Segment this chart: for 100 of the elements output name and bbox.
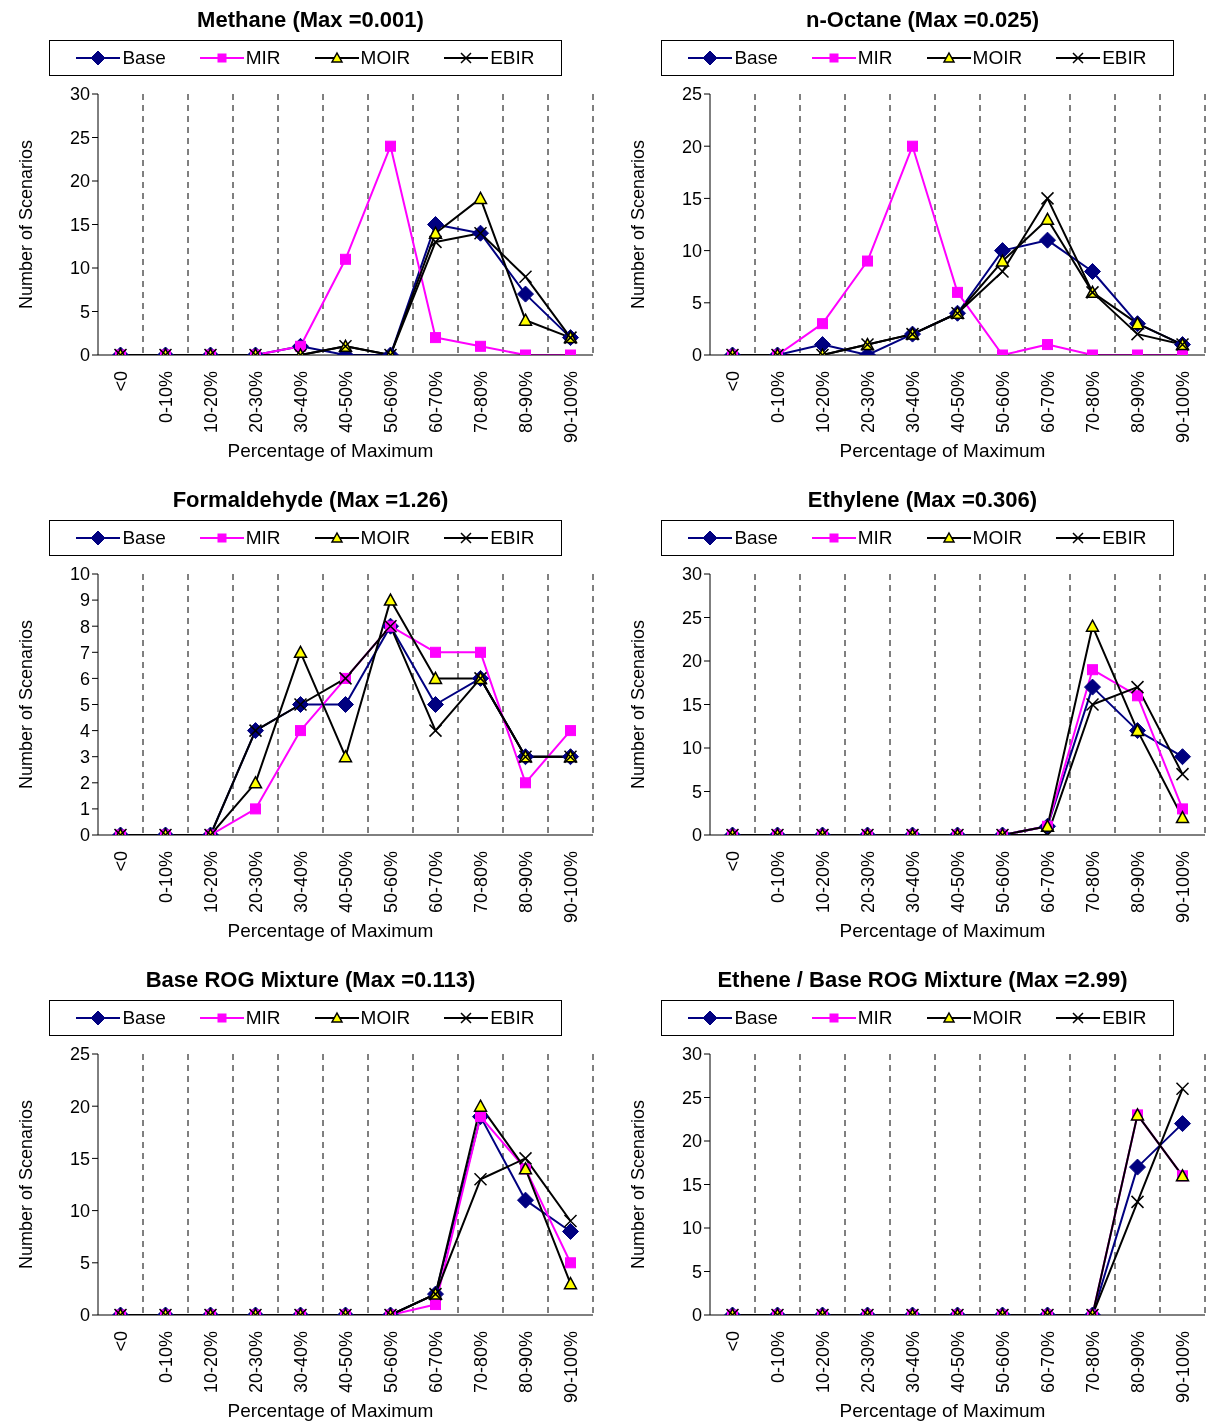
y-tick-label: 5 — [691, 781, 702, 802]
y-tick-label: 0 — [79, 345, 90, 366]
y-tick-label: 4 — [79, 720, 90, 741]
chart-title: Ethene / Base ROG Mixture (Max =2.99) — [716, 966, 1129, 994]
x-tick-label: 0-10% — [767, 851, 788, 904]
x-tick-label: 40-50% — [335, 851, 356, 914]
x-axis-title: Percentage of Maximum — [227, 440, 434, 461]
x-tick-label: 60-70% — [1037, 371, 1058, 434]
x-tick-label: 0-10% — [155, 371, 176, 424]
legend-label: MIR — [245, 1007, 281, 1029]
x-tick-label: 50-60% — [992, 851, 1013, 914]
y-tick-label: 25 — [69, 127, 90, 148]
x-tick-label: 40-50% — [947, 851, 968, 914]
y-tick-label: 5 — [79, 1253, 90, 1274]
x-axis-title: Percentage of Maximum — [839, 920, 1046, 941]
y-tick-label: 15 — [681, 694, 702, 715]
y-tick-label: 3 — [79, 747, 90, 768]
y-tick-label: 0 — [691, 825, 702, 846]
x-tick-label: 90-100% — [1172, 371, 1193, 444]
x-tick-label: 60-70% — [425, 851, 446, 914]
x-tick-label: 70-80% — [1082, 851, 1103, 914]
x-tick-label: 30-40% — [902, 851, 923, 914]
x-tick-label: 90-100% — [1172, 1331, 1193, 1404]
x-tick-label: 70-80% — [470, 371, 491, 434]
y-axis-title: Number of Scenarios — [16, 139, 37, 310]
y-tick-label: 0 — [691, 345, 702, 366]
y-tick-label: 5 — [79, 301, 90, 322]
x-tick-label: 50-60% — [380, 1331, 401, 1394]
x-tick-label: 80-90% — [1127, 1331, 1148, 1394]
x-tick-label: 60-70% — [1037, 851, 1058, 914]
x-tick-label: 10-20% — [200, 1331, 221, 1394]
y-tick-label: 20 — [69, 171, 90, 192]
y-axis-title: Number of Scenarios — [628, 1099, 649, 1270]
x-tick-label: 50-60% — [380, 851, 401, 914]
x-tick-label: 60-70% — [1037, 1331, 1058, 1394]
y-tick-label: 7 — [79, 642, 90, 663]
x-tick-label: 90-100% — [1172, 851, 1193, 924]
legend-label: MIR — [245, 527, 281, 549]
chart-title: Methane (Max =0.001) — [196, 6, 425, 34]
legend-label: Base — [734, 1007, 778, 1029]
legend-label: EBIR — [1102, 1007, 1147, 1029]
y-tick-label: 30 — [681, 564, 702, 585]
x-tick-label: 90-100% — [560, 851, 581, 924]
y-tick-label: 30 — [681, 1044, 702, 1065]
legend-label: MIR — [857, 1007, 893, 1029]
y-tick-label: 15 — [681, 1174, 702, 1195]
x-tick-label: 90-100% — [560, 1331, 581, 1404]
x-tick-label: 40-50% — [335, 1331, 356, 1394]
y-tick-label: 1 — [79, 799, 90, 820]
legend-label: MOIR — [972, 1007, 1023, 1029]
y-tick-label: 8 — [79, 616, 90, 637]
x-tick-label: <0 — [110, 851, 131, 872]
x-tick-label: 0-10% — [767, 1331, 788, 1384]
legend-label: EBIR — [490, 527, 535, 549]
y-tick-label: 15 — [681, 188, 702, 209]
legend-label: EBIR — [490, 1007, 535, 1029]
x-tick-label: 10-20% — [812, 851, 833, 914]
x-tick-label: 30-40% — [902, 1331, 923, 1394]
x-tick-label: 70-80% — [470, 1331, 491, 1394]
legend-label: MOIR — [360, 1007, 411, 1029]
y-tick-label: 10 — [681, 240, 702, 261]
legend-label: MIR — [857, 47, 893, 69]
x-axis-title: Percentage of Maximum — [839, 1400, 1046, 1421]
x-tick-label: 0-10% — [155, 851, 176, 904]
y-tick-label: 5 — [691, 293, 702, 314]
legend-label: MOIR — [972, 527, 1023, 549]
chart-title: n-Octane (Max =0.025) — [805, 6, 1040, 34]
y-tick-label: 20 — [69, 1096, 90, 1117]
x-tick-label: 50-60% — [380, 371, 401, 434]
x-axis-title: Percentage of Maximum — [227, 920, 434, 941]
x-tick-label: 0-10% — [155, 1331, 176, 1384]
x-tick-label: 20-30% — [857, 371, 878, 434]
x-tick-label: <0 — [722, 1331, 743, 1352]
x-tick-label: 70-80% — [1082, 1331, 1103, 1394]
y-tick-label: 10 — [69, 564, 90, 585]
chart-title: Base ROG Mixture (Max =0.113) — [144, 966, 477, 994]
y-tick-label: 25 — [681, 1087, 702, 1108]
x-tick-label: 70-80% — [1082, 371, 1103, 434]
legend-label: EBIR — [490, 47, 535, 69]
x-tick-label: 40-50% — [335, 371, 356, 434]
legend-label: Base — [734, 527, 778, 549]
y-tick-label: 6 — [79, 668, 90, 689]
y-tick-label: 25 — [69, 1044, 90, 1065]
x-tick-label: 10-20% — [200, 371, 221, 434]
y-tick-label: 5 — [79, 694, 90, 715]
x-tick-label: 0-10% — [767, 371, 788, 424]
chart-title: Ethylene (Max =0.306) — [806, 486, 1039, 514]
x-tick-label: 80-90% — [515, 1331, 536, 1394]
x-tick-label: 60-70% — [425, 1331, 446, 1394]
x-tick-label: 40-50% — [947, 1331, 968, 1394]
x-tick-label: 20-30% — [857, 1331, 878, 1394]
y-tick-label: 15 — [69, 214, 90, 235]
legend-label: EBIR — [1102, 527, 1147, 549]
y-tick-label: 30 — [69, 84, 90, 105]
legend-label: MOIR — [360, 527, 411, 549]
y-tick-label: 25 — [681, 84, 702, 105]
y-axis-title: Number of Scenarios — [16, 619, 37, 790]
x-tick-label: 30-40% — [290, 371, 311, 434]
legend-label: MOIR — [360, 47, 411, 69]
x-tick-label: 60-70% — [425, 371, 446, 434]
